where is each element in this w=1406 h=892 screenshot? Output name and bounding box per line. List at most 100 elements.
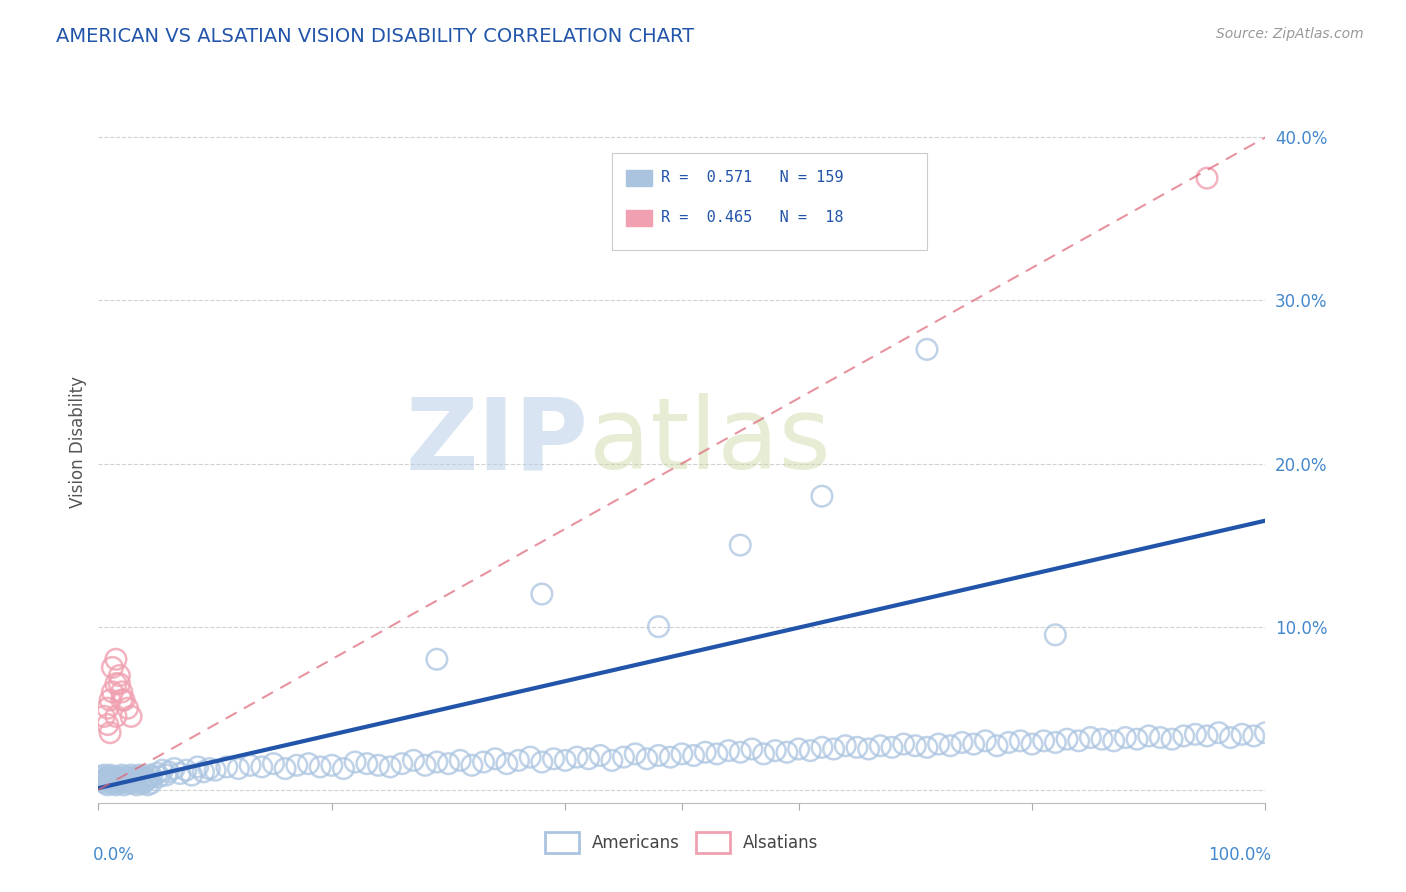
Point [449, 753, 471, 767]
Point [121, 774, 143, 789]
Point [135, 772, 157, 787]
Point [367, 758, 389, 772]
Point [117, 701, 139, 715]
Point [554, 753, 576, 767]
Point [1126, 732, 1149, 747]
Text: Source: ZipAtlas.com: Source: ZipAtlas.com [1216, 27, 1364, 41]
Point [129, 774, 152, 789]
Point [1161, 732, 1184, 747]
Point [118, 776, 141, 790]
Point [97, 717, 120, 731]
Point [1021, 737, 1043, 751]
Point [1067, 734, 1090, 748]
Point [426, 755, 449, 769]
Point [787, 742, 810, 756]
Point [97, 772, 120, 786]
Point [706, 747, 728, 761]
Point [97, 778, 120, 792]
Point [141, 770, 163, 784]
Text: atlas: atlas [589, 393, 830, 490]
Point [508, 753, 530, 767]
Point [285, 758, 308, 772]
Point [391, 756, 413, 771]
Point [695, 745, 717, 759]
Point [332, 762, 354, 776]
Point [763, 743, 786, 757]
Point [437, 756, 460, 771]
Point [132, 776, 155, 790]
Point [155, 768, 177, 782]
Point [104, 772, 127, 786]
Point [274, 762, 297, 776]
Point [125, 778, 148, 792]
Point [915, 343, 938, 357]
Point [484, 752, 506, 766]
Point [105, 772, 128, 787]
Point [496, 756, 519, 771]
Point [157, 764, 180, 779]
Point [530, 755, 553, 769]
Point [823, 742, 845, 756]
Point [93, 768, 115, 782]
Point [152, 763, 174, 777]
Point [103, 770, 125, 784]
Point [115, 774, 138, 789]
Point [834, 739, 856, 753]
Text: 100.0%: 100.0% [1208, 847, 1271, 864]
Point [1208, 725, 1230, 739]
Point [193, 764, 215, 779]
Point [128, 768, 150, 782]
Point [752, 747, 775, 761]
Point [811, 740, 834, 755]
Point [426, 652, 449, 666]
Point [309, 760, 332, 774]
Point [98, 774, 121, 789]
Point [169, 766, 191, 780]
Point [198, 762, 221, 776]
Point [90, 772, 112, 787]
Bar [626, 210, 651, 226]
Point [413, 758, 436, 772]
Point [98, 725, 121, 739]
Point [111, 693, 134, 707]
Point [215, 760, 238, 774]
Point [120, 768, 142, 782]
Point [120, 709, 142, 723]
Point [647, 748, 669, 763]
Point [717, 743, 740, 757]
Point [811, 489, 834, 503]
Point [974, 734, 997, 748]
Point [950, 735, 973, 749]
Point [461, 758, 484, 772]
Point [880, 740, 903, 755]
Point [93, 709, 115, 723]
Point [472, 755, 495, 769]
Point [104, 652, 127, 666]
Point [1243, 729, 1265, 743]
Point [1102, 734, 1125, 748]
Point [1056, 732, 1078, 747]
Text: AMERICAN VS ALSATIAN VISION DISABILITY CORRELATION CHART: AMERICAN VS ALSATIAN VISION DISABILITY C… [56, 27, 695, 45]
Point [997, 735, 1019, 749]
Point [91, 774, 114, 789]
Legend: Americans, Alsatians: Americans, Alsatians [538, 826, 825, 860]
Point [741, 742, 763, 756]
Point [112, 778, 135, 792]
Point [1195, 171, 1218, 186]
Point [127, 772, 149, 787]
Point [1149, 731, 1171, 745]
Point [101, 776, 124, 790]
Point [174, 763, 197, 777]
Point [939, 739, 962, 753]
Point [104, 677, 127, 691]
Point [1184, 727, 1206, 741]
Point [1010, 734, 1032, 748]
Point [180, 768, 202, 782]
Point [530, 587, 553, 601]
Text: R =  0.571   N = 159: R = 0.571 N = 159 [661, 170, 844, 186]
Point [1032, 734, 1054, 748]
Point [108, 668, 131, 682]
Text: R =  0.465   N =  18: R = 0.465 N = 18 [661, 210, 844, 225]
Point [1195, 729, 1218, 743]
Text: ZIP: ZIP [406, 393, 589, 490]
